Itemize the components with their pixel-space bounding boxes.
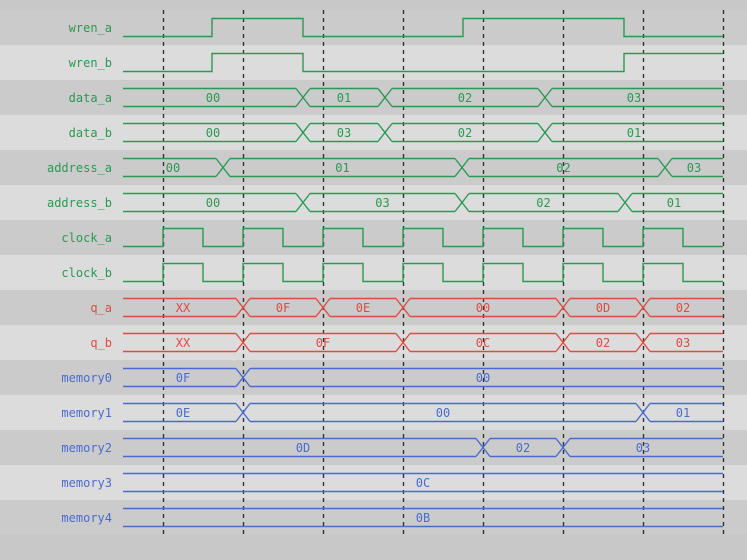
row-stripe bbox=[0, 150, 747, 185]
row-stripe bbox=[0, 80, 747, 115]
signal-label-memory2[interactable]: memory2 bbox=[61, 440, 112, 455]
row-stripe bbox=[0, 185, 747, 220]
signal-label-memory4[interactable]: memory4 bbox=[61, 510, 112, 525]
row-stripe bbox=[0, 45, 747, 80]
row-stripe bbox=[0, 395, 747, 430]
signal-label-memory0[interactable]: memory0 bbox=[61, 370, 112, 385]
row-stripe bbox=[0, 360, 747, 395]
signal-label-wren_a[interactable]: wren_a bbox=[68, 20, 112, 35]
row-stripe bbox=[0, 325, 747, 360]
row-stripe bbox=[0, 465, 747, 500]
signal-label-data_a[interactable]: data_a bbox=[68, 90, 112, 105]
signal-label-data_b[interactable]: data_b bbox=[68, 125, 112, 140]
signal-label-q_b[interactable]: q_b bbox=[90, 335, 112, 350]
row-stripe bbox=[0, 220, 747, 255]
signal-label-clock_b[interactable]: clock_b bbox=[61, 265, 112, 280]
signal-label-q_a[interactable]: q_a bbox=[90, 300, 112, 315]
row-stripe bbox=[0, 255, 747, 290]
row-stripe bbox=[0, 430, 747, 465]
row-stripe bbox=[0, 500, 747, 535]
signal-label-memory3[interactable]: memory3 bbox=[61, 475, 112, 490]
signal-label-memory1[interactable]: memory1 bbox=[61, 405, 112, 420]
row-stripe bbox=[0, 10, 747, 45]
row-stripe bbox=[0, 115, 747, 150]
signal-label-address_a[interactable]: address_a bbox=[46, 160, 112, 175]
signal-label-clock_a[interactable]: clock_a bbox=[61, 230, 112, 245]
row-stripe bbox=[0, 290, 747, 325]
signal-label-address_b[interactable]: address_b bbox=[46, 195, 112, 210]
signal-label-wren_b[interactable]: wren_b bbox=[68, 55, 112, 70]
